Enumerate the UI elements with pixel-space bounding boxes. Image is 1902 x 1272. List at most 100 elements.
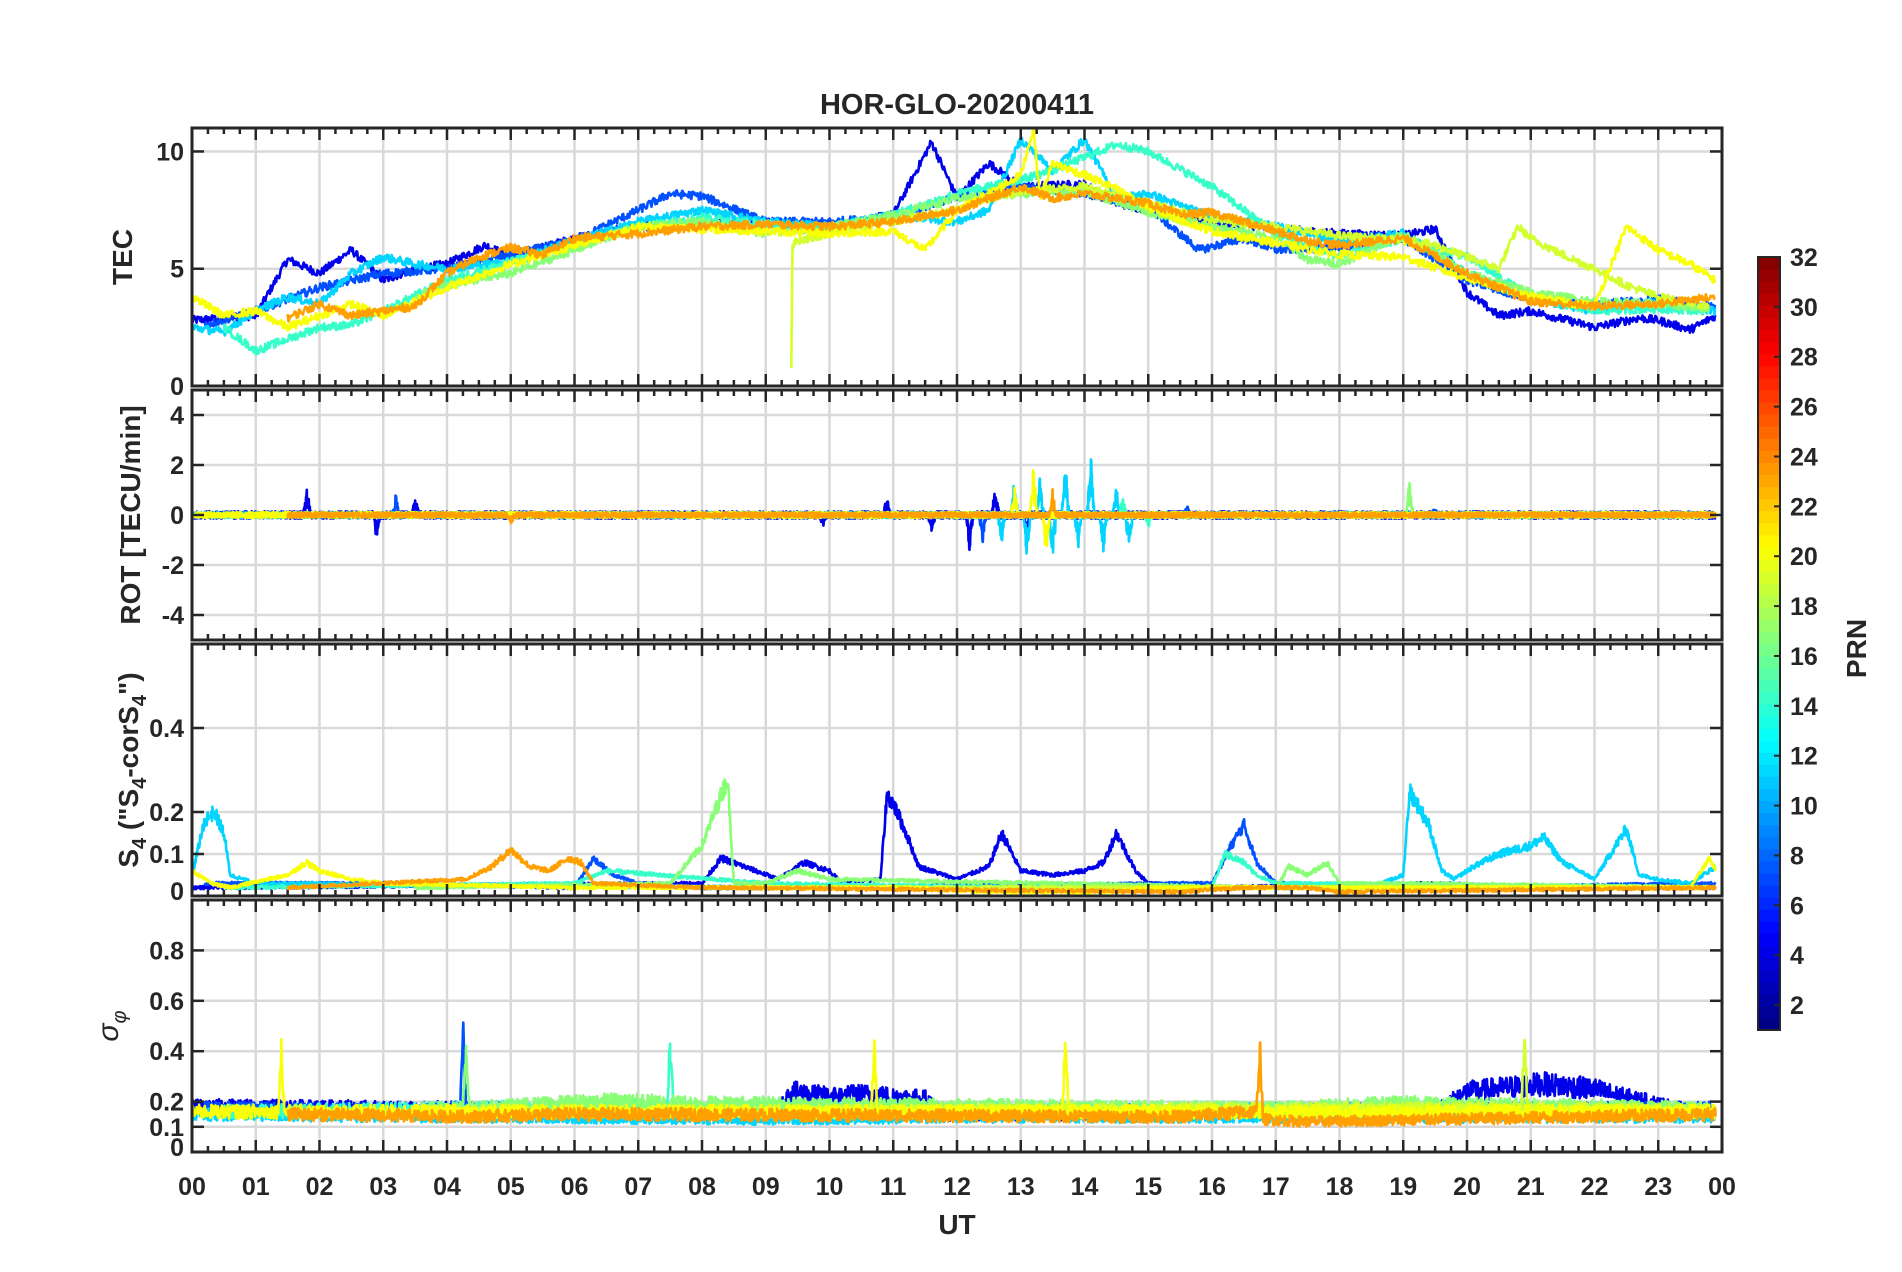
colorbar-swatch xyxy=(1758,341,1780,355)
colorbar-swatch xyxy=(1758,933,1780,947)
colorbar-swatch xyxy=(1758,329,1780,343)
colorbar-swatch xyxy=(1758,812,1780,826)
colorbar-frame xyxy=(1757,256,1781,1031)
x-tick-label: 06 xyxy=(561,1173,589,1201)
colorbar-tick-label: 26 xyxy=(1790,394,1818,422)
colorbar-swatch xyxy=(1758,1005,1780,1019)
y-ticks: -4 -2 0 2 4 xyxy=(162,402,1722,630)
y-tick-label: -2 xyxy=(162,552,184,580)
colorbar-tick-label: 28 xyxy=(1790,344,1818,372)
colorbar-swatch xyxy=(1758,848,1780,862)
series-line-prn-22 xyxy=(286,488,1717,525)
colorbar-swatch xyxy=(1758,764,1780,777)
colorbar-swatch xyxy=(1758,534,1780,548)
colorbar-swatch xyxy=(1758,885,1780,898)
grid-lines xyxy=(192,644,1722,896)
colorbar-tick-label: 32 xyxy=(1790,244,1818,272)
rot-panel: -4 -2 0 2 4 ROT [TECU/min] xyxy=(115,388,1724,642)
colorbar-swatch xyxy=(1758,269,1780,282)
y-tick-label: 0 xyxy=(170,878,184,906)
colorbar-swatch xyxy=(1758,257,1780,270)
colorbar-swatch xyxy=(1758,546,1780,560)
x-tick-label: 09 xyxy=(752,1173,780,1201)
s4-panel: 00.10.20.4S4 ("S4-corS4") xyxy=(113,642,1724,906)
colorbar-tick-label: 18 xyxy=(1790,593,1818,621)
x-tick-label: 00 xyxy=(1708,1173,1736,1201)
x-tick-label: 22 xyxy=(1581,1173,1609,1201)
colorbar-tick-label: 12 xyxy=(1790,743,1818,771)
x-tick-label: 05 xyxy=(497,1173,525,1201)
colorbar-swatch xyxy=(1758,728,1780,741)
colorbar-tick-label: 30 xyxy=(1790,294,1818,322)
colorbar-tick-label: 20 xyxy=(1790,543,1818,571)
colorbar-swatch xyxy=(1758,583,1780,596)
x-tick-label: 08 xyxy=(688,1173,716,1201)
y-axis-label-tec: TEC xyxy=(107,229,138,285)
series-line-prn-22 xyxy=(286,1041,1717,1128)
label-part: -corS xyxy=(113,706,144,778)
label-part: S xyxy=(113,849,144,868)
y-tick-label: -4 xyxy=(162,602,184,630)
label-subscript: 4 xyxy=(129,777,151,789)
chart-title: HOR-GLO-20200411 xyxy=(820,89,1094,121)
colorbar-swatch xyxy=(1758,571,1780,584)
colorbar-label: PRN xyxy=(1841,619,1872,678)
y-tick-label: 4 xyxy=(170,402,184,430)
x-axis-label: UT xyxy=(938,1209,975,1240)
colorbar-tick-label: 2 xyxy=(1790,992,1804,1020)
colorbar-swatch xyxy=(1758,945,1780,959)
colorbar-swatch xyxy=(1758,389,1780,403)
colorbar-swatch xyxy=(1758,401,1780,415)
x-tick-label: 00 xyxy=(178,1173,206,1201)
colorbar-swatch xyxy=(1758,897,1780,910)
x-tick-label: 02 xyxy=(306,1173,334,1201)
colorbar-swatch xyxy=(1758,474,1780,488)
colorbar-swatch xyxy=(1758,872,1780,886)
colorbar-swatch xyxy=(1758,450,1780,463)
series-line-prn-22 xyxy=(286,847,1717,895)
colorbar-swatch xyxy=(1758,691,1780,705)
y-axis-label-sigma-phi: σφ xyxy=(92,1010,131,1041)
y-tick-label: 0 xyxy=(170,1134,184,1162)
colorbar-swatch xyxy=(1758,1017,1780,1031)
colorbar-swatch xyxy=(1758,679,1780,693)
colorbar-swatch xyxy=(1758,788,1780,802)
y-tick-label: 0.2 xyxy=(149,1089,184,1117)
x-tick-label: 16 xyxy=(1198,1173,1226,1201)
x-tick-labels: 00 01 02 03 04 05 06 07 08 09 10 11 12 13 14 15 16 17 18 19… xyxy=(178,1173,1736,1201)
x-tick-label: 11 xyxy=(880,1173,907,1201)
x-ticks xyxy=(190,128,1724,386)
series-group xyxy=(192,128,1717,369)
y-tick-label: 0.1 xyxy=(149,841,184,869)
colorbar-swatch xyxy=(1758,824,1780,838)
label-part: σ xyxy=(92,1022,125,1042)
label-subscript: 4 xyxy=(129,694,151,706)
y-tick-label: 5 xyxy=(170,256,184,284)
label-part: ("S xyxy=(113,789,144,838)
x-ticks xyxy=(190,390,1724,640)
y-tick-label: 0.6 xyxy=(149,988,184,1016)
y-tick-label: 0 xyxy=(170,373,184,401)
x-tick-label: 15 xyxy=(1134,1173,1162,1201)
series-group xyxy=(192,1021,1717,1128)
colorbar-tick-label: 4 xyxy=(1790,942,1804,970)
sigma-phi-panel: 00.10.2 0.4 0.6 0.8 σφ xyxy=(92,898,1724,1162)
colorbar-swatch xyxy=(1758,655,1780,669)
colorbar-swatch xyxy=(1758,993,1780,1007)
colorbar-swatch xyxy=(1758,365,1780,379)
colorbar-swatch xyxy=(1758,462,1780,476)
colorbar-swatch xyxy=(1758,486,1780,500)
label-part: ") xyxy=(113,672,144,695)
y-axis-label-s4: S4 ("S4-corS4") xyxy=(113,672,151,867)
x-ticks xyxy=(190,644,1724,896)
y-tick-label: 0.4 xyxy=(149,715,184,743)
colorbar-swatch xyxy=(1758,631,1780,645)
colorbar-tick-label: 14 xyxy=(1790,693,1818,721)
colorbar-tick-label: 6 xyxy=(1790,892,1804,920)
x-tick-label: 21 xyxy=(1517,1173,1545,1201)
colorbar-swatch xyxy=(1758,667,1780,681)
colorbar-swatch xyxy=(1758,438,1780,451)
colorbar-swatch xyxy=(1758,498,1780,512)
x-tick-label: 18 xyxy=(1326,1173,1354,1201)
